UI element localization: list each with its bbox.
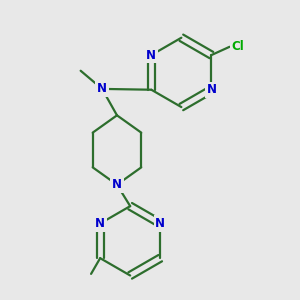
Text: N: N xyxy=(206,83,216,96)
Text: N: N xyxy=(155,217,165,230)
Text: N: N xyxy=(95,217,105,230)
Text: N: N xyxy=(146,49,156,62)
Text: N: N xyxy=(97,82,107,95)
Text: N: N xyxy=(112,178,122,191)
Text: Cl: Cl xyxy=(231,40,244,53)
